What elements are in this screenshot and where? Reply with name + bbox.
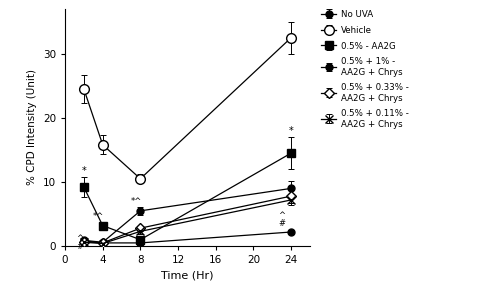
X-axis label: Time (Hr): Time (Hr) (161, 271, 214, 281)
Text: ^
#: ^ # (76, 234, 83, 251)
Text: *^: *^ (93, 212, 104, 221)
Y-axis label: % CPD Intensity (Unit): % CPD Intensity (Unit) (28, 69, 38, 185)
Text: *^: *^ (130, 197, 142, 206)
Text: ^
#: ^ # (278, 211, 285, 228)
Legend: No UVA, Vehicle, 0.5% - AA2G, 0.5% + 1% -
AA2G + Chrys, 0.5% + 0.33% -
AA2G + Ch: No UVA, Vehicle, 0.5% - AA2G, 0.5% + 1% … (319, 8, 410, 130)
Text: *: * (289, 126, 294, 136)
Text: *: * (82, 166, 86, 176)
